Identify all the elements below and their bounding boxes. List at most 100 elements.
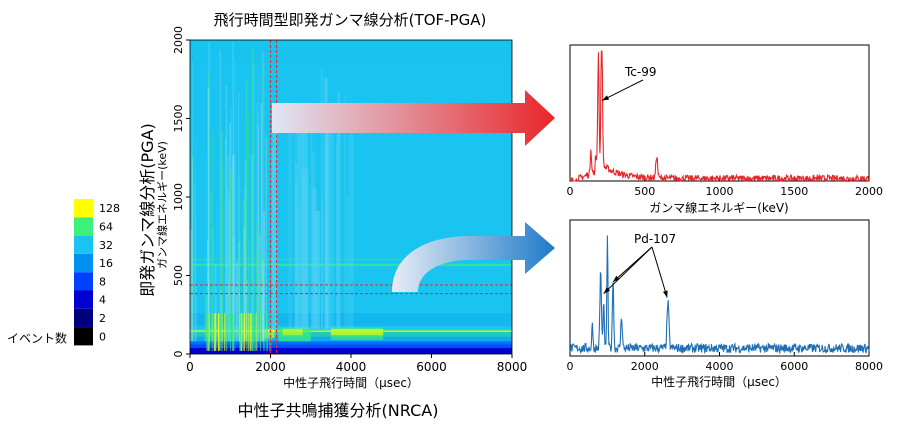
legend-swatch bbox=[74, 272, 93, 291]
heatmap-x-tick-label: 4000 bbox=[336, 360, 367, 374]
heatmap-cell bbox=[243, 313, 245, 351]
heatmap-cell bbox=[231, 168, 233, 342]
heatmap-cell bbox=[213, 313, 215, 351]
heatmap-cell bbox=[190, 263, 512, 267]
arrow-to-energy-spectrum bbox=[272, 90, 555, 146]
left-side-label: 即発ガンマ線分析(PGA) bbox=[138, 123, 157, 296]
heatmap-cell bbox=[262, 328, 275, 339]
heatmap-cell bbox=[294, 124, 299, 329]
heatmap-cell bbox=[262, 260, 264, 342]
heatmap-cell bbox=[255, 313, 258, 351]
heatmap-cell bbox=[252, 64, 255, 342]
heatmap-cell bbox=[233, 154, 236, 342]
heatmap-cell bbox=[310, 129, 313, 329]
heatmap-cell bbox=[236, 261, 238, 342]
energy-spectrum-frame bbox=[569, 44, 870, 182]
heatmap-cell bbox=[211, 313, 213, 351]
heatmap-cell bbox=[190, 347, 512, 354]
heatmap-y-tick-label: 500 bbox=[172, 265, 185, 286]
heatmap-cell bbox=[227, 243, 229, 342]
peak-annotation-arrowhead bbox=[603, 287, 611, 294]
heatmap-cell bbox=[243, 227, 246, 342]
heatmap-cell bbox=[190, 40, 512, 64]
heatmap-cell bbox=[288, 109, 293, 329]
heatmap-cell bbox=[255, 222, 258, 342]
heatmap-cell bbox=[247, 313, 249, 351]
tof-spectrum-frame bbox=[569, 219, 870, 357]
heatmap-cell bbox=[191, 149, 193, 342]
heatmap-cell bbox=[210, 191, 213, 342]
peak-annotation-arrow bbox=[651, 246, 668, 298]
heatmap-cell bbox=[330, 328, 384, 336]
heatmap-cell bbox=[208, 313, 211, 351]
heatmap-x-tick-label: 2000 bbox=[255, 360, 286, 374]
heatmap-cell bbox=[222, 164, 224, 342]
heatmap-cell bbox=[248, 240, 250, 342]
heatmap-cell bbox=[266, 138, 267, 342]
tof-spectrum-series bbox=[569, 235, 870, 355]
heatmap-cell bbox=[207, 313, 209, 351]
heatmap-cell bbox=[314, 210, 321, 329]
heatmap-cell bbox=[311, 151, 316, 329]
heatmap-cell bbox=[207, 239, 209, 342]
tof-spectrum-xlabel: 中性子飛行時間（μsec） bbox=[651, 374, 787, 389]
spectrum-x-tick-label: 2000 bbox=[631, 360, 659, 373]
heatmap-cell bbox=[241, 313, 242, 351]
heatmap-cell bbox=[254, 313, 256, 351]
heatmap-cell bbox=[348, 124, 354, 329]
heatmap-cell bbox=[263, 211, 266, 342]
heatmap-cell bbox=[295, 181, 299, 329]
heatmap-cell bbox=[263, 313, 266, 351]
heatmap-cell bbox=[208, 41, 210, 342]
heatmap-cell bbox=[328, 104, 335, 329]
heatmap-cell bbox=[257, 125, 260, 342]
heatmap-cell bbox=[239, 161, 241, 342]
heatmap-cell bbox=[325, 121, 330, 329]
heatmap-x-tick-label: 6000 bbox=[416, 360, 447, 374]
heatmap-cell bbox=[192, 157, 194, 342]
legend-swatch bbox=[74, 235, 93, 254]
heatmap-chart: 0 2000 4000 6000 8000 0 500 1000 1500 2000 ガンマ線エネ… bbox=[155, 26, 527, 390]
heatmap-cell bbox=[191, 162, 193, 342]
heatmap-cell bbox=[232, 313, 234, 351]
heatmap-cell bbox=[232, 41, 234, 342]
legend-level-label: 16 bbox=[99, 257, 113, 270]
heatmap-y-tick-label: 2000 bbox=[172, 26, 185, 54]
peak-annotation-arrowhead bbox=[612, 275, 620, 282]
heatmap-cell bbox=[242, 201, 245, 342]
heatmap-cell bbox=[217, 313, 219, 351]
legend-swatch bbox=[74, 253, 93, 273]
heatmap-cell bbox=[321, 68, 323, 329]
heatmap-cell bbox=[266, 313, 268, 351]
spectrum-x-tick-label: 6000 bbox=[780, 360, 808, 373]
spectrum-x-tick-label: 4000 bbox=[706, 360, 734, 373]
heatmap-cell bbox=[244, 188, 246, 342]
spectrum-x-tick-label: 8000 bbox=[855, 360, 883, 373]
tof-spectrum-chart: 0 2000 4000 6000 8000 Pd-107 中性子飛行時間（μsec） bbox=[567, 219, 883, 389]
heatmap-x-tick-label: 8000 bbox=[497, 360, 528, 374]
heatmap-cell bbox=[233, 235, 235, 342]
spectrum-x-tick-label: 0 bbox=[567, 360, 574, 373]
heatmap-cell bbox=[238, 91, 240, 342]
peak-annotation-arrow bbox=[601, 79, 644, 101]
heatmap-cell bbox=[326, 148, 329, 329]
legend-level-label: 8 bbox=[99, 275, 106, 288]
peak-annotation-label: Tc-99 bbox=[624, 65, 657, 79]
heatmap-cell bbox=[251, 154, 253, 342]
heatmap-cell bbox=[271, 147, 275, 329]
legend-level-label: 0 bbox=[99, 330, 106, 343]
heatmap-cell bbox=[298, 108, 304, 329]
heatmap-cell bbox=[259, 303, 261, 342]
heatmap-cell bbox=[250, 313, 252, 351]
heatmap-cell bbox=[246, 313, 247, 351]
heatmap-cell bbox=[190, 258, 512, 260]
heatmap-y-tick-label: 1000 bbox=[172, 183, 185, 211]
heatmap-ylabel: ガンマ線エネルギー(keV) bbox=[155, 141, 169, 269]
heatmap-cell bbox=[212, 228, 214, 342]
heatmap-cell bbox=[252, 47, 254, 342]
heatmap-cell bbox=[225, 85, 228, 342]
legend-level-label: 4 bbox=[99, 294, 106, 307]
heatmap-cell bbox=[246, 113, 247, 342]
heatmap-cell bbox=[229, 171, 232, 342]
